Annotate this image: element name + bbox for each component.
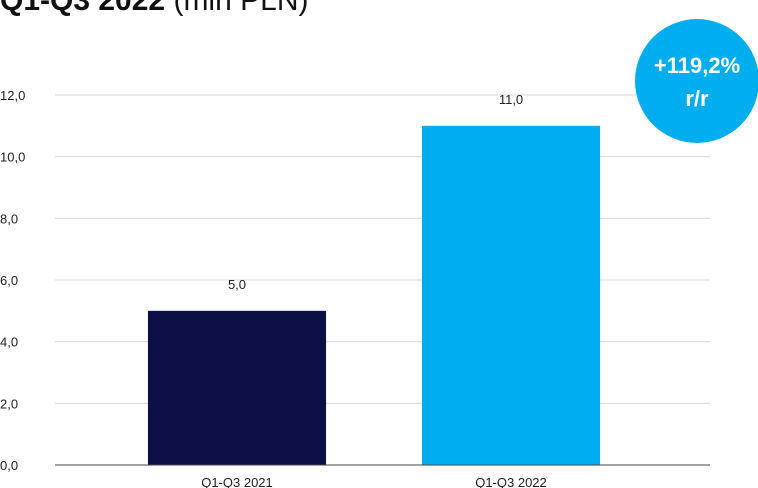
y-tick-label: 10,0 <box>0 150 25 165</box>
y-tick-label: 12,0 <box>0 88 25 103</box>
y-tick-label: 2,0 <box>0 396 18 411</box>
annotation-badge <box>635 19 758 143</box>
y-tick-label: 4,0 <box>0 335 18 350</box>
bar <box>147 310 327 465</box>
chart-title-line: Q1-Q3 2022 (mln PLN) <box>0 0 308 17</box>
value-label: 11,0 <box>499 92 523 107</box>
chart-subtitle: (mln PLN) <box>173 0 308 17</box>
x-tick-label: Q1-Q3 2021 <box>201 475 273 488</box>
y-tick-label: 6,0 <box>0 273 18 288</box>
value-label: 5,0 <box>228 277 246 292</box>
annotation-text: r/r <box>685 86 709 111</box>
x-tick-label: Q1-Q3 2022 <box>475 475 547 488</box>
bar <box>421 125 601 465</box>
y-tick-label: 0,0 <box>0 458 18 473</box>
annotation-text: +119,2% <box>654 53 740 78</box>
y-tick-label: 8,0 <box>0 211 18 226</box>
chart-title: Q1-Q3 2022 <box>0 0 165 17</box>
